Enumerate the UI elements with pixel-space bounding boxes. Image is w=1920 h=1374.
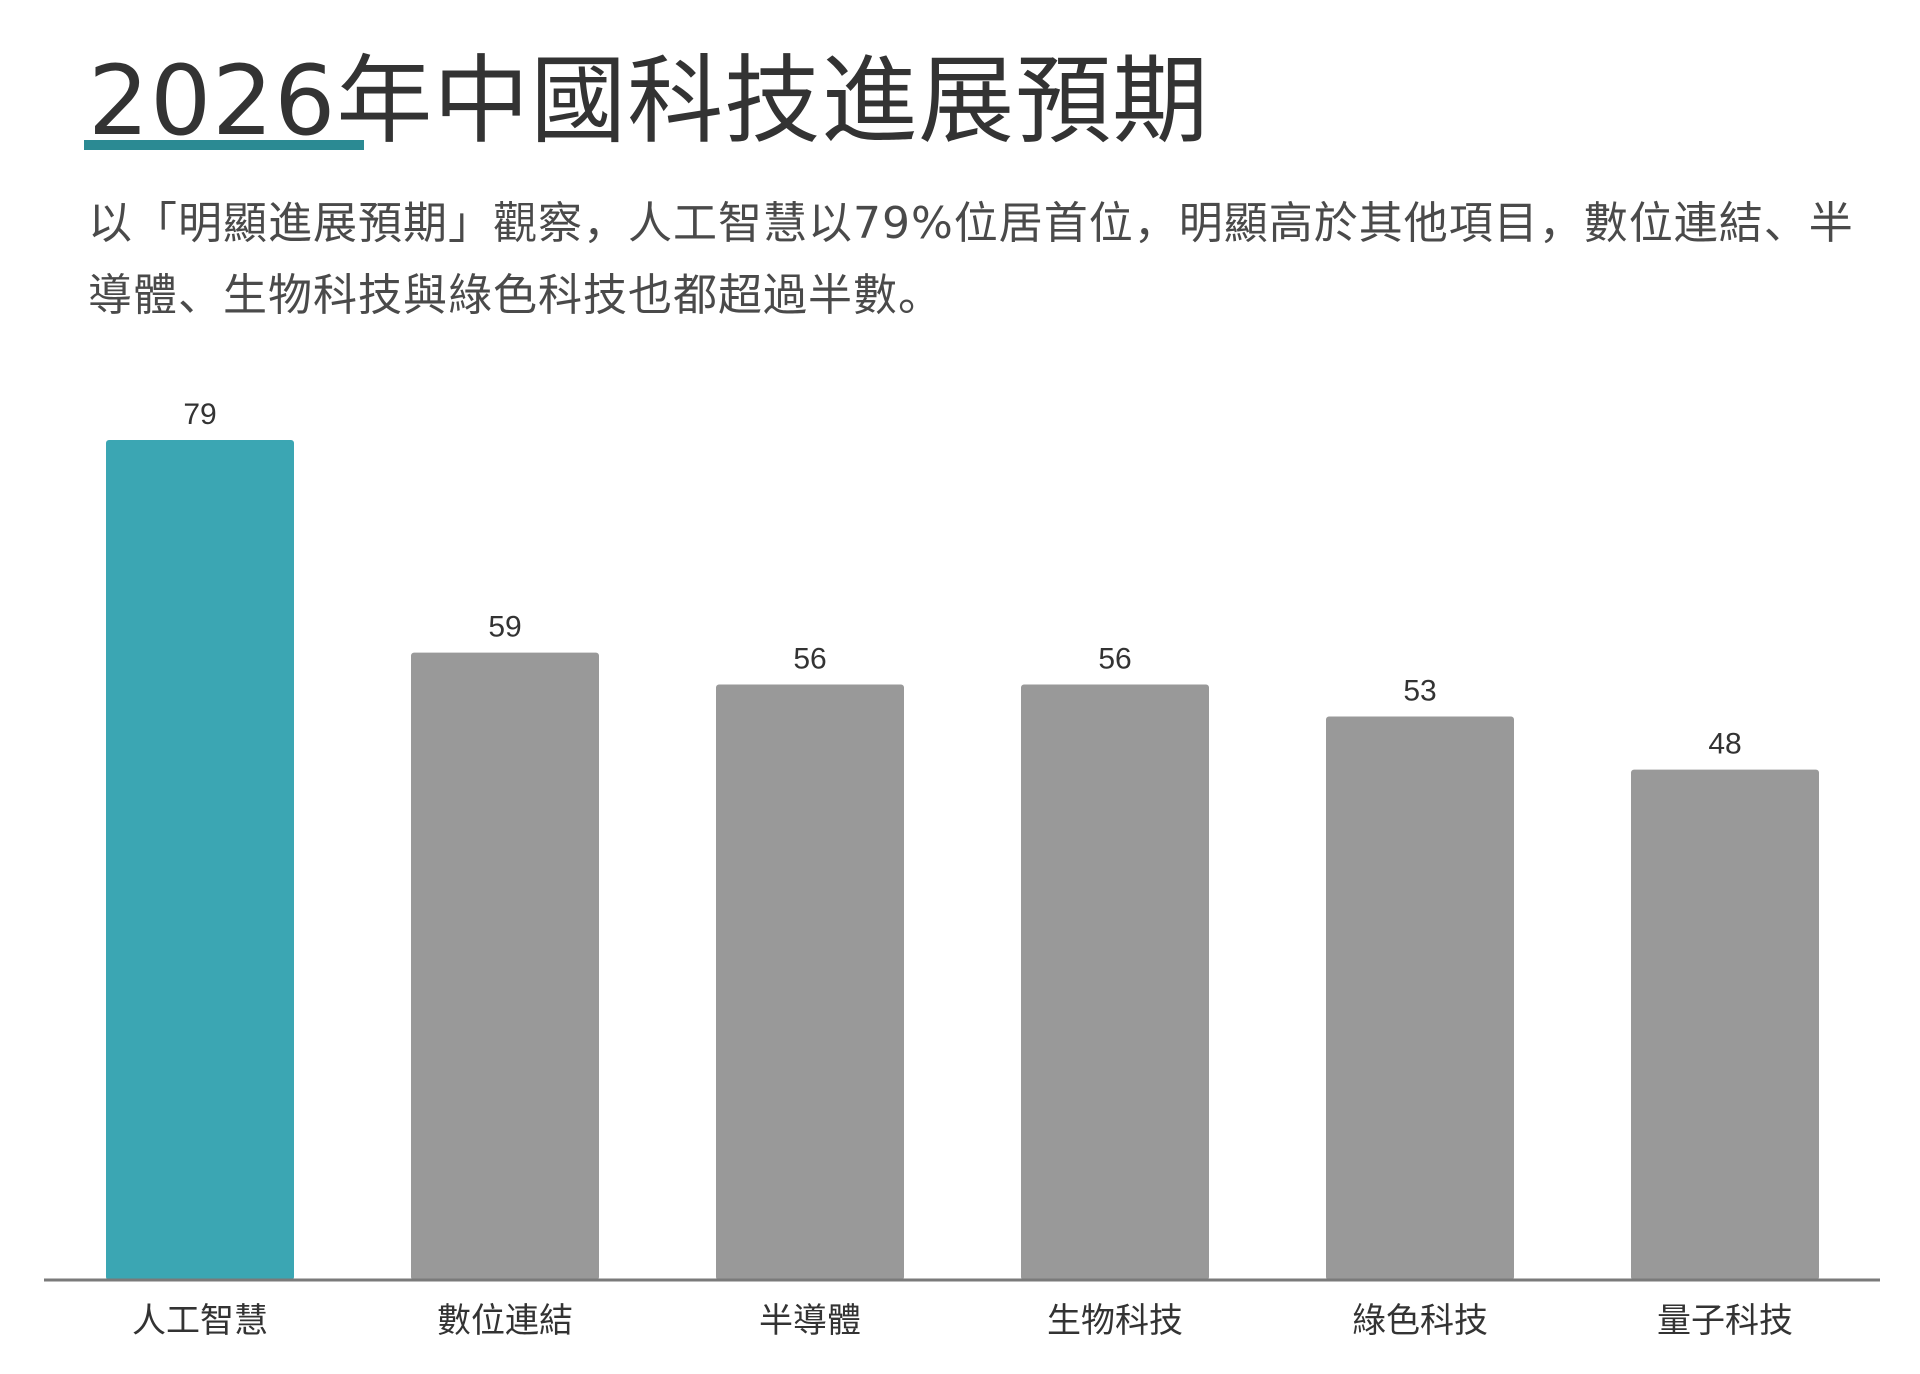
bar-5 [1326, 716, 1514, 1280]
page-title: 2026年中國科技進展預期 [88, 45, 1210, 157]
category-label: 數位連結 [437, 1301, 573, 1341]
bar-4 [1021, 684, 1209, 1280]
bar-1 [106, 440, 294, 1280]
bar-value-label: 56 [793, 643, 826, 676]
category-label: 生物科技 [1047, 1301, 1183, 1341]
bar-value-label: 79 [183, 398, 216, 431]
bar-value-label: 56 [1098, 643, 1131, 676]
category-label: 量子科技 [1657, 1301, 1793, 1341]
bar-6 [1631, 769, 1819, 1280]
page-subtitle: 以「明顯進展預期」觀察，人工智慧以79%位居首位，明顯高於其他項目，數位連結、半… [88, 198, 1854, 321]
category-label: 人工智慧 [132, 1301, 268, 1341]
bar-3 [716, 684, 904, 1280]
category-label: 半導體 [759, 1301, 861, 1341]
bar-value-label: 59 [488, 611, 521, 644]
title-underline [84, 140, 364, 150]
bar-2 [411, 652, 599, 1280]
category-label: 綠色科技 [1352, 1301, 1488, 1341]
bar-value-label: 48 [1708, 728, 1741, 761]
bar-value-label: 53 [1403, 674, 1436, 707]
bar-chart: 79 人工智慧 59 數位連結 56 半導體 56 生物科技 53 綠色科技 48 量子科技 [44, 398, 1880, 1341]
